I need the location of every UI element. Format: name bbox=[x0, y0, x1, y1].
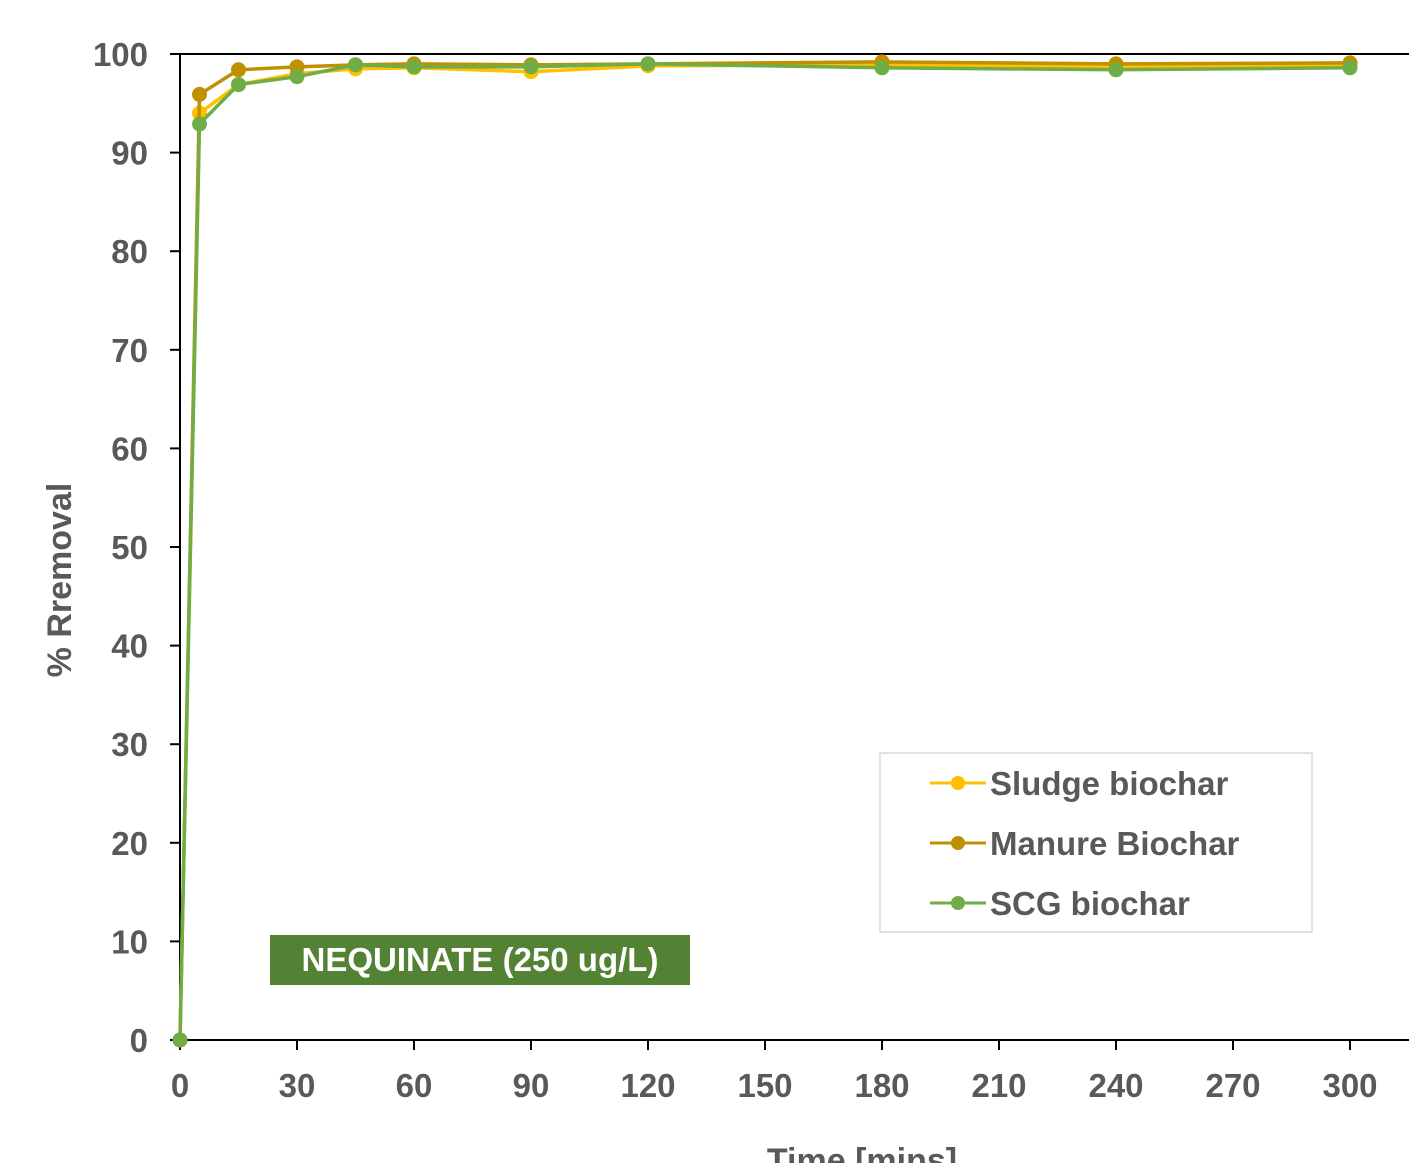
x-tick-label: 210 bbox=[971, 1067, 1026, 1104]
legend: Sludge biochar Manure Biochar SCG biocha… bbox=[879, 752, 1313, 933]
legend-label-sludge: Sludge biochar bbox=[990, 765, 1229, 802]
legend-marker-scg bbox=[951, 896, 965, 910]
y-tick-label: 10 bbox=[111, 923, 148, 960]
annotation-box: NEQUINATE (250 ug/L) bbox=[270, 935, 690, 985]
legend-item-scg: SCG biochar bbox=[930, 885, 1190, 922]
data-point bbox=[523, 59, 539, 75]
legend-label-manure: Manure Biochar bbox=[990, 825, 1240, 862]
data-point bbox=[172, 1032, 188, 1048]
data-point bbox=[231, 62, 246, 78]
annotation-text: NEQUINATE (250 ug/L) bbox=[302, 941, 659, 978]
axes bbox=[170, 53, 1409, 1050]
data-point bbox=[289, 69, 305, 85]
data-point bbox=[406, 59, 422, 75]
y-tick-label: 50 bbox=[111, 529, 148, 566]
data-point bbox=[1108, 62, 1124, 78]
y-tick-labels: 0 10 20 30 40 50 60 70 80 90 100 bbox=[93, 36, 148, 1059]
data-point bbox=[192, 116, 207, 132]
series-scg-biochar bbox=[172, 56, 1358, 1048]
y-tick-label: 100 bbox=[93, 36, 148, 73]
data-point bbox=[192, 86, 207, 102]
y-tick-label: 30 bbox=[111, 726, 148, 763]
x-tick-label: 90 bbox=[513, 1067, 550, 1104]
x-tick-label: 0 bbox=[171, 1067, 189, 1104]
x-tick-label: 180 bbox=[854, 1067, 909, 1104]
legend-label-scg: SCG biochar bbox=[990, 885, 1190, 922]
y-tick-label: 20 bbox=[111, 825, 148, 862]
x-tick-label: 240 bbox=[1088, 1067, 1143, 1104]
x-tick-label: 120 bbox=[620, 1067, 675, 1104]
y-tick-label: 80 bbox=[111, 233, 148, 270]
data-point bbox=[231, 77, 246, 93]
series-layer bbox=[172, 54, 1358, 1048]
data-point bbox=[348, 57, 363, 73]
legend-item-manure: Manure Biochar bbox=[930, 825, 1240, 862]
x-tick-labels: 0 30 60 90 120 150 180 210 240 270 300 bbox=[171, 1067, 1378, 1104]
x-tick-label: 300 bbox=[1322, 1067, 1377, 1104]
x-tick-label: 270 bbox=[1205, 1067, 1260, 1104]
x-tick-label: 150 bbox=[737, 1067, 792, 1104]
legend-marker-sludge bbox=[951, 776, 965, 790]
legend-item-sludge: Sludge biochar bbox=[930, 765, 1229, 802]
x-tick-label: 30 bbox=[279, 1067, 316, 1104]
y-tick-label: 0 bbox=[130, 1022, 148, 1059]
y-tick-label: 70 bbox=[111, 332, 148, 369]
y-axis-label: % Rremoval bbox=[41, 483, 79, 678]
data-point bbox=[1342, 60, 1358, 76]
data-point bbox=[640, 56, 656, 72]
y-tick-label: 60 bbox=[111, 430, 148, 467]
x-axis-label: Time [mins] bbox=[767, 1142, 957, 1163]
annotation-background bbox=[270, 935, 690, 985]
legend-marker-manure bbox=[951, 836, 965, 850]
x-tick-label: 60 bbox=[396, 1067, 433, 1104]
data-point bbox=[874, 60, 890, 76]
y-tick-label: 90 bbox=[111, 135, 148, 172]
y-tick-label: 40 bbox=[111, 628, 148, 665]
